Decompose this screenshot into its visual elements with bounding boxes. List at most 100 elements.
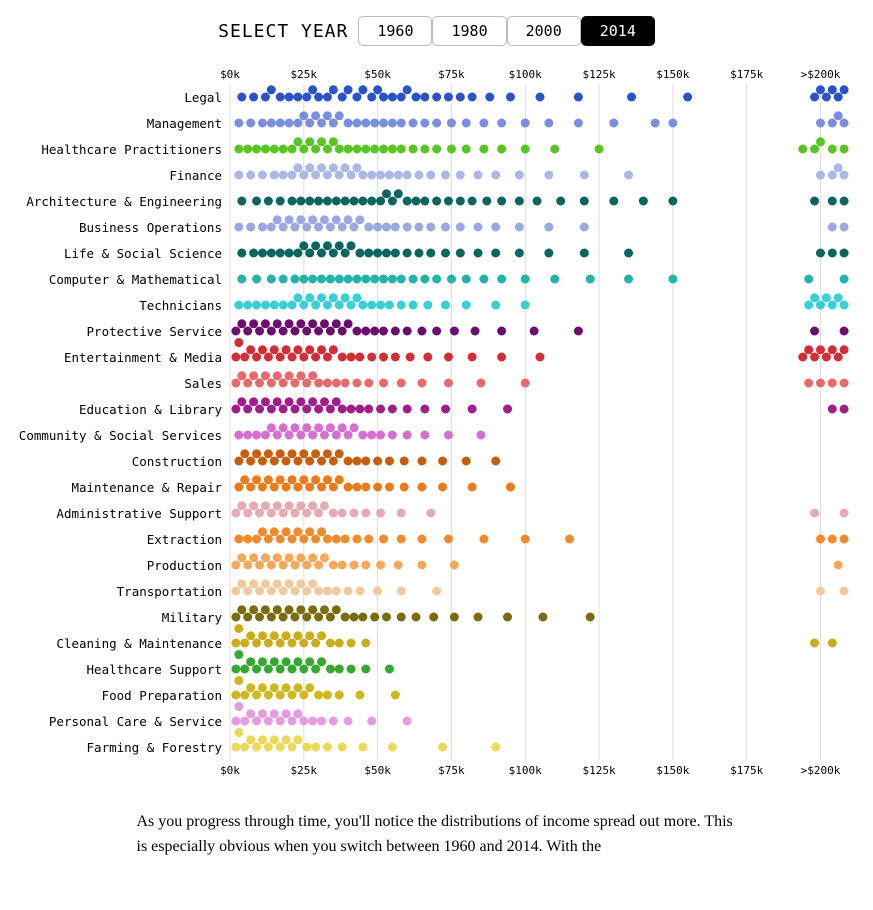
data-dot [261,397,270,406]
data-dot [323,111,332,120]
data-dot [296,397,305,406]
data-dot [296,579,305,588]
data-dot [243,561,252,570]
data-dot [403,327,412,336]
data-dot [255,613,264,622]
data-dot [273,605,282,614]
data-dot [367,717,376,726]
data-dot [252,353,261,362]
data-dot [506,483,515,492]
data-dot [279,145,288,154]
data-dot [350,613,359,622]
data-dot [385,171,394,180]
data-dot [352,93,361,102]
data-dot [317,527,326,536]
data-dot [243,327,252,336]
data-dot [302,223,311,232]
data-dot [355,587,364,596]
data-dot [288,743,297,752]
data-dot [323,197,332,206]
data-dot [332,431,341,440]
data-dot [279,379,288,388]
data-dot [288,691,297,700]
data-dot [409,275,418,284]
data-dot [252,535,261,544]
year-button-2014[interactable]: 2014 [581,16,655,46]
data-dot [468,93,477,102]
data-dot [373,483,382,492]
data-dot [338,405,347,414]
data-dot [323,379,332,388]
data-dot [288,353,297,362]
data-dot [267,423,276,432]
data-dot [276,93,285,102]
data-dot [432,327,441,336]
data-dot [317,137,326,146]
data-dot [249,605,258,614]
data-dot [293,683,302,692]
data-dot [299,691,308,700]
data-dot [311,449,320,458]
data-dot [240,691,249,700]
data-dot [237,397,246,406]
data-dot [231,743,240,752]
row-entertainment-media: Entertainment & Media [10,344,863,370]
data-dot [332,319,341,328]
data-dot [305,657,314,666]
data-dot [840,85,849,94]
data-dot [332,397,341,406]
data-dot [246,631,255,640]
data-dot [285,319,294,328]
data-dot [255,379,264,388]
data-dot [279,223,288,232]
data-dot [379,119,388,128]
row-life-social-science: Life & Social Science [10,240,863,266]
data-dot [329,483,338,492]
data-dot [258,345,267,354]
data-dot [816,119,825,128]
data-dot [834,353,843,362]
row-label: Management [10,116,230,131]
data-dot [323,171,332,180]
data-dot [420,275,429,284]
data-dot [376,561,385,570]
data-dot [249,553,258,562]
data-dot [317,293,326,302]
data-dot [273,431,282,440]
year-button-1980[interactable]: 1980 [432,16,506,46]
row-label: Maintenance & Repair [10,480,230,495]
row-label: Community & Social Services [10,428,230,443]
data-dot [237,319,246,328]
data-dot [344,119,353,128]
data-dot [323,743,332,752]
year-button-1960[interactable]: 1960 [358,16,432,46]
data-dot [586,275,595,284]
row-protective-service: Protective Service [10,318,863,344]
data-dot [341,293,350,302]
data-dot [323,449,332,458]
data-dot [290,509,299,518]
year-button-2000[interactable]: 2000 [507,16,581,46]
data-dot [828,145,837,154]
data-dot [344,717,353,726]
data-dot [379,327,388,336]
data-dot [370,327,379,336]
data-dot [234,171,243,180]
data-dot [474,171,483,180]
data-dot [234,650,243,659]
select-year-label: SELECT YEAR [218,21,348,42]
data-dot [237,501,246,510]
data-dot [367,431,376,440]
data-dot [302,561,311,570]
data-dot [409,119,418,128]
data-dot [249,319,258,328]
data-dot [417,327,426,336]
data-dot [293,457,302,466]
axis-tick-label: $150k [656,68,689,81]
data-dot [385,483,394,492]
data-dot [258,119,267,128]
data-dot [816,587,825,596]
data-dot [828,85,837,94]
data-dot [288,639,297,648]
data-dot [397,145,406,154]
